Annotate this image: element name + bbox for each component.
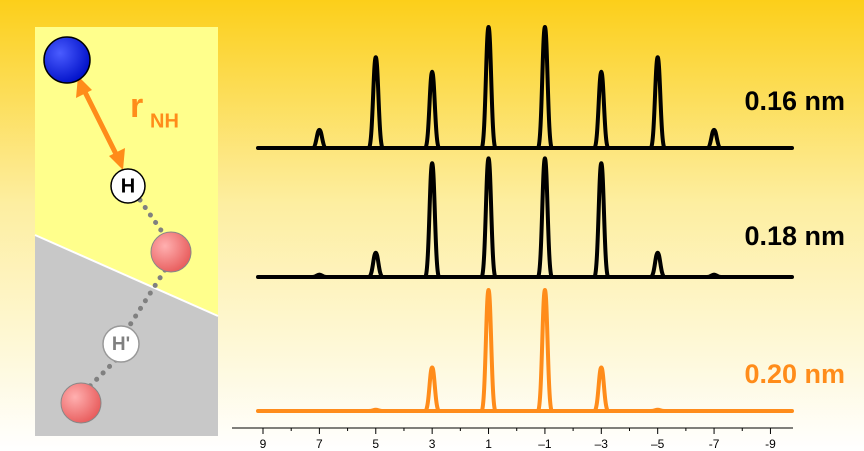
distance-subscript: NH: [150, 110, 179, 132]
oxygen-atom: [61, 383, 101, 423]
atom-label: H': [112, 334, 130, 355]
x-tick-label: 1: [485, 437, 492, 451]
peak: [369, 410, 383, 411]
x-tick-label: -9: [765, 437, 776, 451]
series-label: 0.20 nm: [744, 359, 845, 389]
distance-label: r: [130, 87, 143, 125]
x-tick-label: -7: [709, 437, 720, 451]
molecule-panel: r NH H H': [35, 27, 218, 436]
x-tick-label: 7: [316, 437, 323, 451]
nitrogen-atom: [44, 37, 90, 83]
series-label: 0.16 nm: [744, 86, 845, 116]
x-tick-label: 3: [429, 437, 436, 451]
x-tick-label: 9: [260, 437, 267, 451]
x-tick-label: –1: [538, 437, 552, 451]
x-tick-label: 5: [372, 437, 379, 451]
oxygen-atom: [151, 232, 191, 272]
peak: [651, 410, 665, 411]
atom-label: H: [121, 175, 135, 197]
x-tick-label: –3: [595, 437, 609, 451]
series-label: 0.18 nm: [744, 221, 845, 251]
x-tick-label: –5: [651, 437, 665, 451]
figure: r NH H H' 9 7 5 3 1 –1 –3 –5 -7 -9 0.16 nm 0.18 nm 0…: [0, 0, 864, 451]
